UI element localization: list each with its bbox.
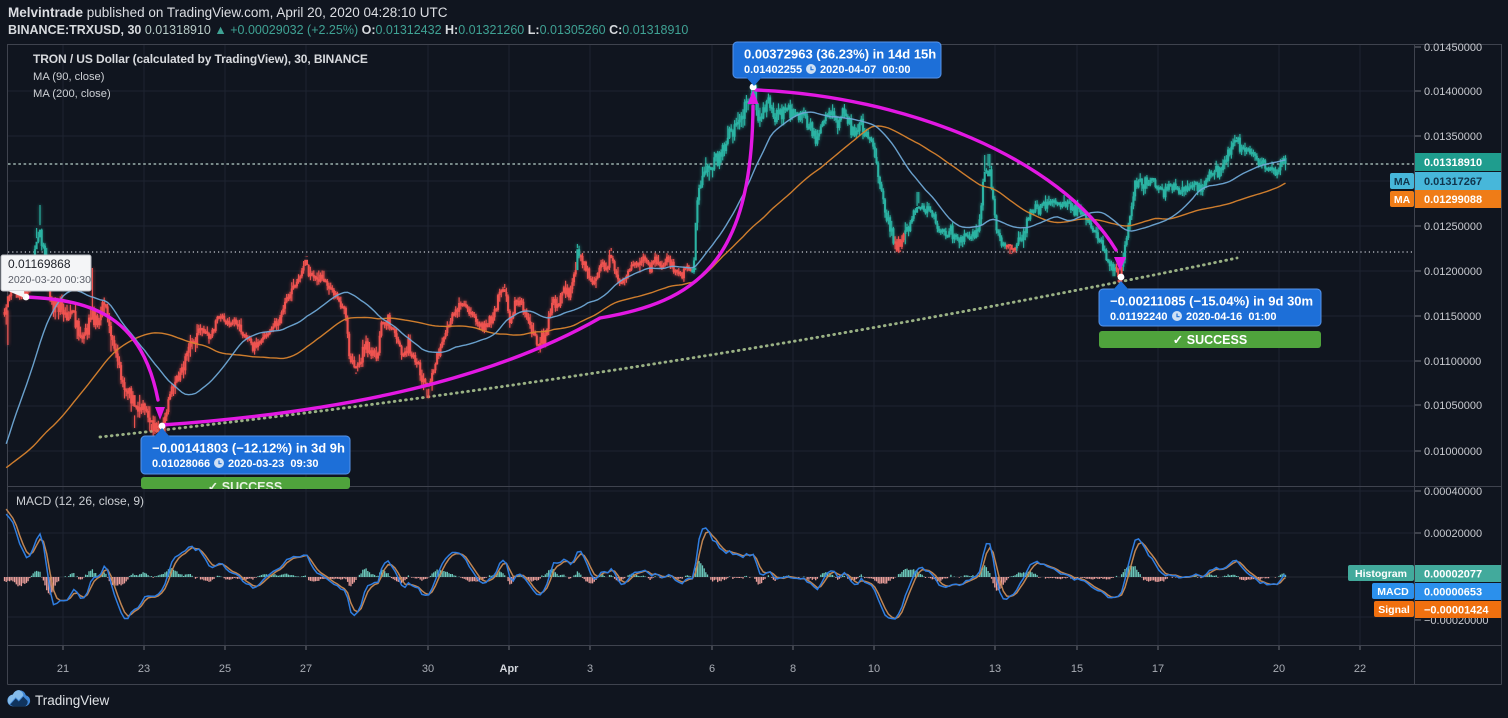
svg-text:MA (90, close): MA (90, close) — [33, 71, 105, 83]
svg-text:13: 13 — [989, 663, 1001, 675]
svg-text:0.01317267: 0.01317267 — [1424, 176, 1482, 188]
svg-text:0.01450000: 0.01450000 — [1424, 42, 1482, 54]
svg-text:0.00002077: 0.00002077 — [1424, 569, 1482, 581]
svg-text:Histogram: Histogram — [1355, 568, 1407, 580]
svg-text:0.01318910: 0.01318910 — [1424, 157, 1482, 169]
svg-text:0.00020000: 0.00020000 — [1424, 528, 1482, 540]
svg-text:0.01250000: 0.01250000 — [1424, 221, 1482, 233]
svg-text:0.01000000: 0.01000000 — [1424, 446, 1482, 458]
svg-text:0.01350000: 0.01350000 — [1424, 131, 1482, 143]
svg-text:0.01100000: 0.01100000 — [1424, 356, 1481, 368]
svg-text:0.00372963 (36.23%) in 14d 15h: 0.00372963 (36.23%) in 14d 15h — [744, 47, 936, 62]
svg-text:20: 20 — [1273, 663, 1285, 675]
svg-text:10: 10 — [868, 663, 880, 675]
svg-text:MA: MA — [1394, 176, 1411, 188]
svg-text:MACD (12, 26, close, 9): MACD (12, 26, close, 9) — [16, 494, 144, 508]
svg-text:8: 8 — [790, 663, 796, 675]
svg-text:0.00000653: 0.00000653 — [1424, 587, 1482, 599]
svg-text:0.01028066: 0.01028066 — [152, 458, 210, 470]
svg-text:−0.00141803 (−12.12%) in 3d 9h: −0.00141803 (−12.12%) in 3d 9h — [152, 441, 345, 456]
svg-text:✓ SUCCESS: ✓ SUCCESS — [1173, 333, 1247, 347]
svg-text:27: 27 — [300, 663, 312, 675]
svg-text:TradingView: TradingView — [35, 693, 110, 708]
svg-text:2020-03-20 00:30: 2020-03-20 00:30 — [8, 274, 91, 286]
svg-text:17: 17 — [1152, 663, 1164, 675]
svg-text:−0.00001424: −0.00001424 — [1424, 605, 1489, 617]
svg-text:0.01200000: 0.01200000 — [1424, 266, 1482, 278]
svg-text:0.01299088: 0.01299088 — [1424, 194, 1482, 206]
svg-text:−0.00211085 (−15.04%) in 9d 30: −0.00211085 (−15.04%) in 9d 30m — [1110, 294, 1313, 309]
svg-text:0.01169868: 0.01169868 — [8, 257, 71, 271]
svg-text:30: 30 — [422, 663, 434, 675]
svg-text:2020-04-16 01:00: 2020-04-16 01:00 — [1186, 311, 1277, 323]
svg-text:23: 23 — [138, 663, 150, 675]
svg-text:2020-04-07 00:00: 2020-04-07 00:00 — [820, 64, 911, 76]
svg-text:MA: MA — [1394, 194, 1411, 206]
svg-text:21: 21 — [57, 663, 69, 675]
svg-text:3: 3 — [587, 663, 593, 675]
svg-text:BINANCE:TRXUSD, 30 0.01318910: BINANCE:TRXUSD, 30 0.01318910 ▲ +0.00029… — [8, 23, 688, 37]
svg-text:0.01400000: 0.01400000 — [1424, 86, 1482, 98]
svg-text:Signal: Signal — [1378, 604, 1410, 616]
svg-text:6: 6 — [709, 663, 715, 675]
svg-text:0.01192240: 0.01192240 — [1110, 311, 1168, 323]
svg-text:0.01150000: 0.01150000 — [1424, 311, 1481, 323]
svg-text:2020-03-23 09:30: 2020-03-23 09:30 — [228, 458, 319, 470]
svg-text:22: 22 — [1354, 663, 1366, 675]
svg-text:TRON / US Dollar (calculated b: TRON / US Dollar (calculated by TradingV… — [33, 52, 368, 66]
svg-text:25: 25 — [219, 663, 231, 675]
svg-text:✓ SUCCESS: ✓ SUCCESS — [208, 480, 282, 494]
svg-text:Melvintrade published on Tradi: Melvintrade published on TradingView.com… — [8, 5, 448, 20]
svg-text:0.01050000: 0.01050000 — [1424, 400, 1482, 412]
svg-text:15: 15 — [1071, 663, 1083, 675]
svg-text:Apr: Apr — [500, 663, 520, 675]
svg-text:0.01402255: 0.01402255 — [744, 64, 802, 76]
svg-text:0.00040000: 0.00040000 — [1424, 486, 1482, 498]
svg-text:MACD: MACD — [1377, 586, 1409, 598]
svg-text:MA (200, close): MA (200, close) — [33, 88, 111, 100]
